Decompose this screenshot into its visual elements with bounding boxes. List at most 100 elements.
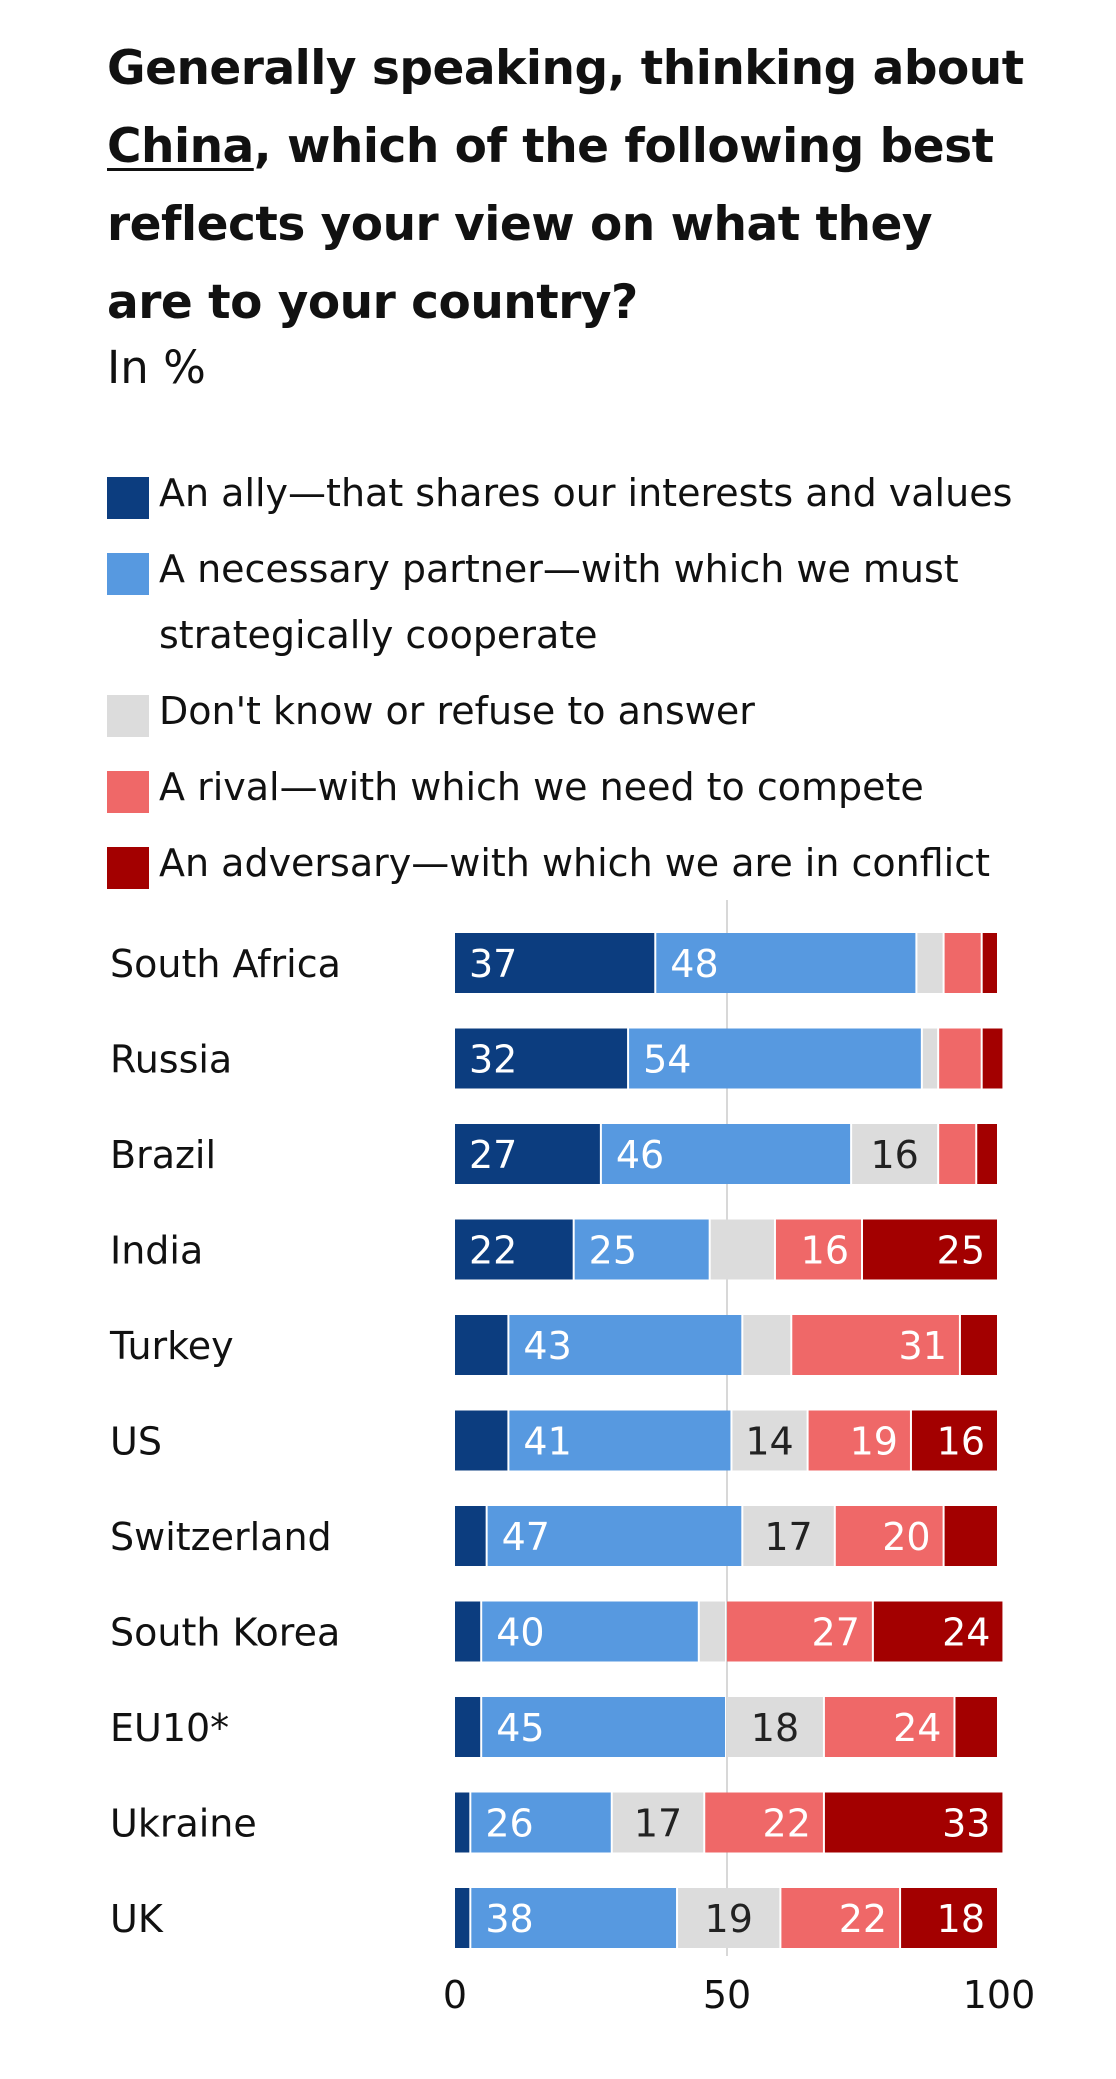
data-label-south-korea-partner: 40 xyxy=(496,1611,544,1655)
legend-item-adversary: An adversary—with which we are in confli… xyxy=(107,830,1067,896)
bar-brazil-dont-know xyxy=(852,1124,938,1184)
data-label-india-rival: 16 xyxy=(801,1229,849,1273)
bar-turkey-adversary xyxy=(960,1315,997,1375)
bar-india-dont-know xyxy=(710,1219,774,1280)
bar-switzerland-rival xyxy=(835,1506,943,1566)
category-label-uk: UK xyxy=(110,1897,164,1941)
x-tick-label-50: 50 xyxy=(703,1973,751,2017)
data-label-switzerland-dont-know: 17 xyxy=(764,1515,812,1559)
bar-russia-dont-know xyxy=(922,1028,938,1089)
bar-switzerland-adversary xyxy=(944,1506,997,1566)
legend-label-rival: A rival—with which we need to compete xyxy=(159,765,924,809)
category-label-india: India xyxy=(110,1229,203,1273)
bar-russia-adversary xyxy=(982,1028,1003,1089)
legend-swatch-ally xyxy=(107,477,149,519)
bar-turkey-ally xyxy=(455,1315,508,1375)
data-label-ukraine-partner: 26 xyxy=(485,1802,533,1846)
data-label-india-ally: 22 xyxy=(469,1229,517,1273)
data-label-turkey-partner: 43 xyxy=(523,1324,571,1368)
legend-label-dont-know: Don't know or refuse to answer xyxy=(159,689,755,733)
data-label-brazil-dont-know: 16 xyxy=(870,1133,918,1177)
bar-turkey-dont-know xyxy=(743,1315,791,1375)
bar-us-adversary xyxy=(911,1410,997,1471)
bar-south-korea-rival xyxy=(727,1601,872,1662)
data-label-uk-rival: 22 xyxy=(839,1897,887,1941)
bar-turkey-rival xyxy=(792,1315,959,1375)
bar-ukraine-partner xyxy=(471,1792,611,1853)
bar-brazil-partner xyxy=(601,1124,851,1184)
category-label-ukraine: Ukraine xyxy=(110,1802,257,1846)
bar-eu10-rival xyxy=(824,1697,954,1757)
data-label-brazil-ally: 27 xyxy=(469,1133,517,1177)
bar-eu10-dont-know xyxy=(727,1697,823,1757)
category-label-turkey: Turkey xyxy=(109,1324,234,1368)
bar-eu10-ally xyxy=(455,1697,481,1757)
category-label-brazil: Brazil xyxy=(110,1133,216,1177)
bar-south-africa-adversary xyxy=(982,933,997,993)
stacked-bar-chart: South Africa 37 48 Russia 32 54 Brazil 27 46 16 In… xyxy=(109,900,1036,2017)
bar-south-africa-dont-know xyxy=(917,933,943,993)
data-label-eu10-rival: 24 xyxy=(893,1706,941,1750)
bar-india-rival xyxy=(775,1219,861,1280)
data-label-ukraine-dont-know: 17 xyxy=(634,1802,682,1846)
x-tick-label-100: 100 xyxy=(963,1973,1036,2017)
data-label-ukraine-adversary: 33 xyxy=(942,1802,990,1846)
bar-brazil-adversary xyxy=(977,1124,997,1184)
data-label-south-korea-adversary: 24 xyxy=(942,1611,990,1655)
bar-switzerland-partner xyxy=(487,1506,742,1566)
data-label-russia-ally: 32 xyxy=(469,1038,517,1082)
x-tick-label-0: 0 xyxy=(443,1973,467,2017)
data-label-eu10-dont-know: 18 xyxy=(751,1706,799,1750)
legend-item-ally: An ally—that shares our interests and va… xyxy=(107,460,1067,526)
bar-india-ally xyxy=(455,1219,573,1280)
bar-uk-partner xyxy=(471,1888,677,1948)
bar-turkey-partner xyxy=(509,1315,742,1375)
data-label-brazil-partner: 46 xyxy=(616,1133,664,1177)
data-label-turkey-rival: 31 xyxy=(899,1324,947,1368)
bar-us-ally xyxy=(455,1410,508,1471)
bar-ukraine-dont-know xyxy=(612,1792,704,1853)
bar-brazil-ally xyxy=(455,1124,600,1184)
data-label-ukraine-rival: 22 xyxy=(763,1802,811,1846)
category-label-south-korea: South Korea xyxy=(110,1611,340,1655)
bar-uk-dont-know xyxy=(678,1888,780,1948)
bar-south-korea-partner xyxy=(482,1601,698,1662)
data-label-us-partner: 41 xyxy=(523,1420,571,1464)
bar-russia-rival xyxy=(939,1028,981,1089)
legend-swatch-partner xyxy=(107,553,149,595)
bar-us-dont-know xyxy=(732,1410,807,1471)
bar-russia-partner xyxy=(629,1028,921,1089)
bar-south-africa-partner xyxy=(656,933,916,993)
bar-south-korea-dont-know xyxy=(699,1601,725,1662)
bar-russia-ally xyxy=(455,1028,628,1089)
title-text-underlined: China xyxy=(107,119,254,174)
data-label-india-partner: 25 xyxy=(589,1229,637,1273)
bar-ukraine-ally xyxy=(455,1792,470,1853)
data-label-south-africa-ally: 37 xyxy=(469,942,517,986)
bar-uk-adversary xyxy=(901,1888,997,1948)
data-label-us-rival: 19 xyxy=(850,1420,898,1464)
bar-south-africa-rival xyxy=(944,933,981,993)
category-label-south-africa: South Africa xyxy=(110,942,341,986)
bar-eu10-partner xyxy=(482,1697,725,1757)
legend-swatch-adversary xyxy=(107,847,149,889)
legend-item-rival: A rival—with which we need to compete xyxy=(107,754,1067,820)
bar-south-korea-adversary xyxy=(873,1601,1003,1662)
data-label-us-dont-know: 14 xyxy=(745,1420,793,1464)
legend-label-partner: A necessary partner—with which we must s… xyxy=(159,547,959,657)
data-label-india-adversary: 25 xyxy=(937,1229,985,1273)
bar-switzerland-dont-know xyxy=(743,1506,834,1566)
title-text-after: , which of the following best reflects y… xyxy=(107,119,994,330)
bar-uk-rival xyxy=(781,1888,900,1948)
title-text-before: Generally speaking, thinking about xyxy=(107,41,1024,96)
bar-south-africa-ally xyxy=(455,933,655,993)
category-label-switzerland: Switzerland xyxy=(110,1515,332,1559)
legend-item-partner: A necessary partner—with which we must s… xyxy=(107,536,1067,668)
chart-title: Generally speaking, thinking about China… xyxy=(107,30,1027,342)
legend-label-adversary: An adversary—with which we are in confli… xyxy=(159,841,991,885)
data-label-uk-adversary: 18 xyxy=(937,1897,985,1941)
category-label-russia: Russia xyxy=(110,1038,232,1082)
legend-item-dont-know: Don't know or refuse to answer xyxy=(107,678,1067,744)
data-label-uk-partner: 38 xyxy=(485,1897,533,1941)
legend-swatch-dont-know xyxy=(107,695,149,737)
